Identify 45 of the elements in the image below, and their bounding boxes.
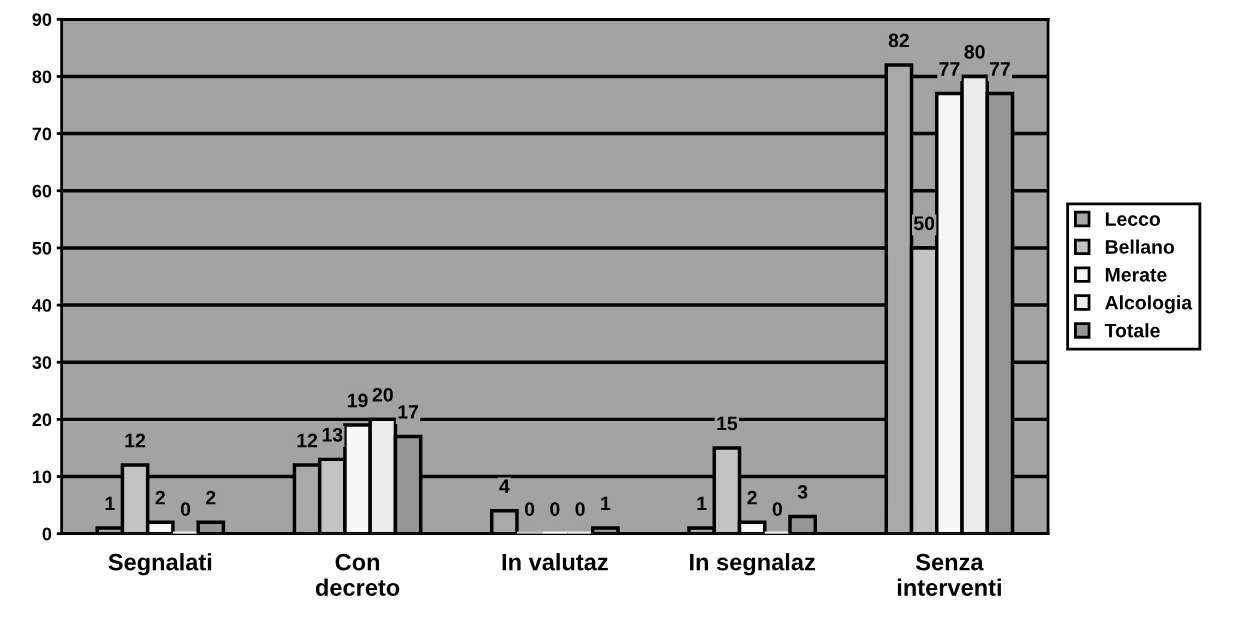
data-label: 13 xyxy=(322,427,343,442)
data-label: 0 xyxy=(772,502,782,516)
y-tick-label: 70 xyxy=(32,127,52,141)
data-label: 77 xyxy=(939,62,960,76)
data-label: 1 xyxy=(601,496,611,511)
data-label: 2 xyxy=(206,490,216,505)
data-label: 2 xyxy=(155,490,165,505)
y-tick-label: 30 xyxy=(32,356,52,369)
x-tick-label: In segnalaz xyxy=(690,553,815,576)
y-tick-label: 50 xyxy=(32,241,52,255)
y-tick-label: 90 xyxy=(32,13,52,27)
y-tick-label: 20 xyxy=(32,413,52,427)
data-label: 50 xyxy=(913,216,935,231)
data-label: 0 xyxy=(524,502,535,516)
x-tick-label: Senza interventi xyxy=(897,553,1001,596)
data-label: 82 xyxy=(888,33,909,48)
data-label: 19 xyxy=(347,393,368,408)
legend-label: Alcologia xyxy=(1105,295,1193,314)
data-label: 20 xyxy=(372,387,393,402)
data-label: 12 xyxy=(125,433,146,448)
y-tick-label: 60 xyxy=(32,184,52,198)
data-label: 3 xyxy=(797,485,808,499)
data-label: 0 xyxy=(575,502,585,516)
data-label: 0 xyxy=(550,502,560,516)
data-label: 17 xyxy=(398,405,419,419)
legend-label: Merate xyxy=(1105,268,1167,282)
legend-label: Bellano xyxy=(1105,239,1175,254)
data-label: 80 xyxy=(964,44,985,59)
legend-label: Lecco xyxy=(1105,212,1161,226)
data-label: 0 xyxy=(180,502,191,516)
x-tick-label: Segnalati xyxy=(108,553,212,576)
legend-label: Totale xyxy=(1104,323,1160,338)
data-label: 1 xyxy=(697,496,707,511)
data-label: 2 xyxy=(747,490,757,505)
x-tick-label: Con decreto xyxy=(315,553,400,596)
data-label: 1 xyxy=(105,496,115,511)
x-tick-label: In valutaz xyxy=(502,553,608,571)
y-tick-label: 40 xyxy=(32,299,52,312)
y-tick-label: 10 xyxy=(32,470,52,484)
data-label: 15 xyxy=(717,416,738,431)
data-label: 4 xyxy=(499,479,510,493)
y-tick-label: 80 xyxy=(32,70,52,84)
data-label: 77 xyxy=(989,62,1010,76)
data-label: 12 xyxy=(297,433,318,448)
y-tick-label: 0 xyxy=(42,527,52,541)
